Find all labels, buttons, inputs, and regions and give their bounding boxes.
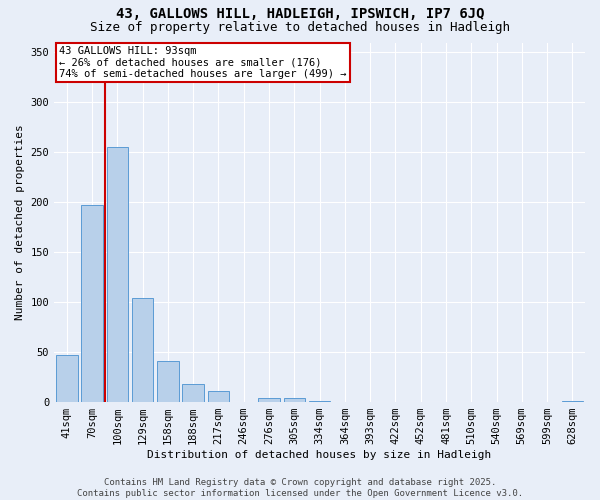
Bar [82,206,103,402]
X-axis label: Distribution of detached houses by size in Hadleigh: Distribution of detached houses by size … [148,450,492,460]
Bar [157,361,179,402]
Bar [182,384,204,402]
Bar [284,398,305,402]
Bar [208,391,229,402]
Bar [258,398,280,402]
Bar [56,355,77,402]
Text: 43 GALLOWS HILL: 93sqm
← 26% of detached houses are smaller (176)
74% of semi-de: 43 GALLOWS HILL: 93sqm ← 26% of detached… [59,46,347,80]
Text: Size of property relative to detached houses in Hadleigh: Size of property relative to detached ho… [90,21,510,34]
Bar [132,298,154,402]
Text: 43, GALLOWS HILL, HADLEIGH, IPSWICH, IP7 6JQ: 43, GALLOWS HILL, HADLEIGH, IPSWICH, IP7… [116,8,484,22]
Bar [309,401,331,402]
Text: Contains HM Land Registry data © Crown copyright and database right 2025.
Contai: Contains HM Land Registry data © Crown c… [77,478,523,498]
Bar [107,148,128,402]
Bar [562,401,583,402]
Y-axis label: Number of detached properties: Number of detached properties [15,124,25,320]
